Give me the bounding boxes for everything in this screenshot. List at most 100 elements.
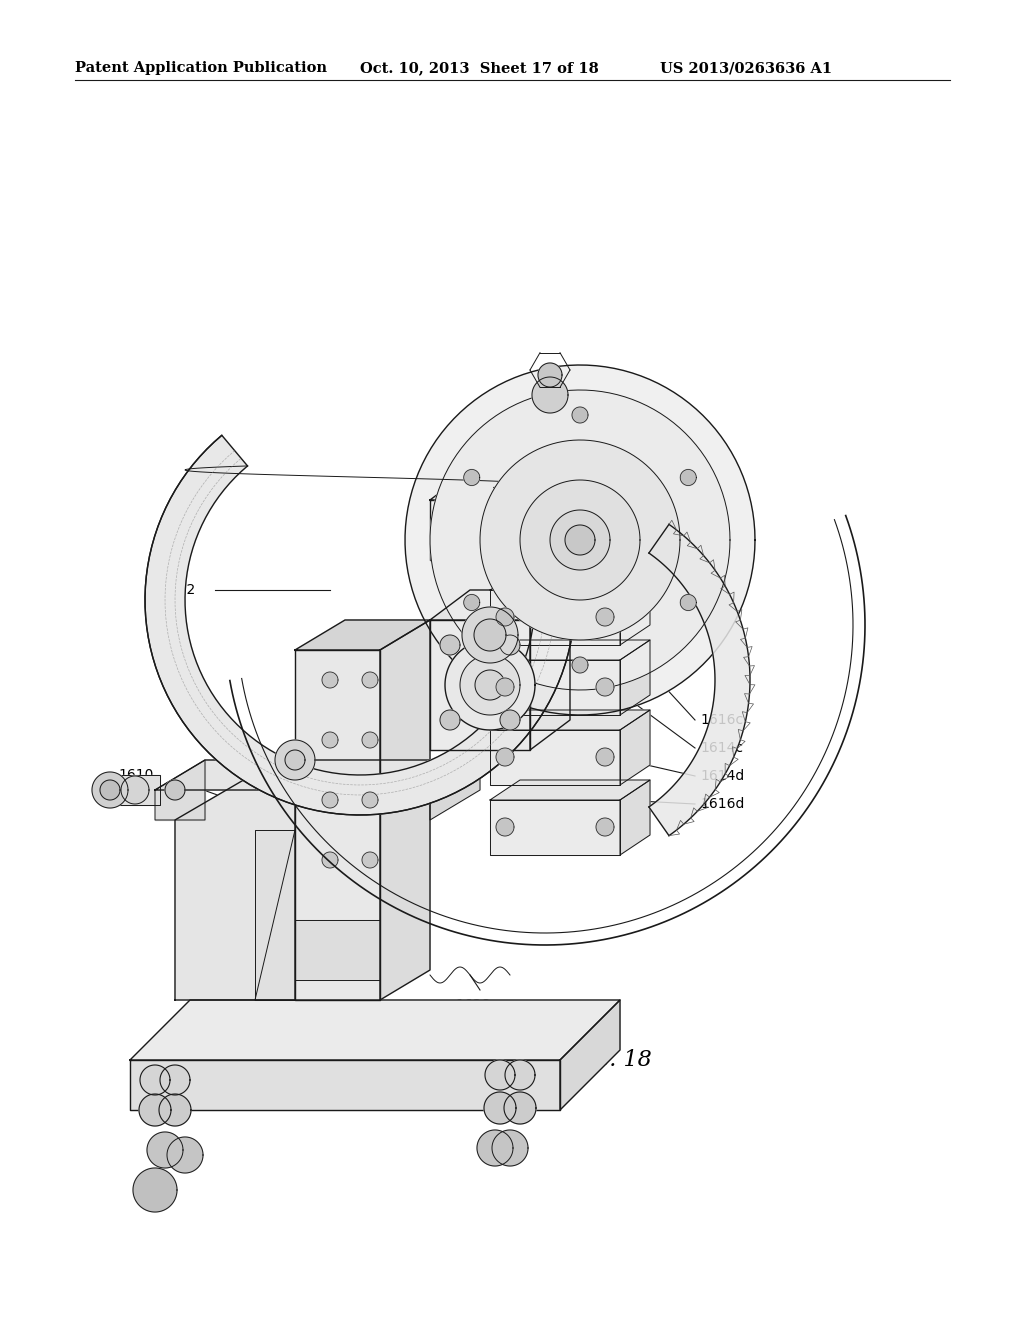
Text: 1616c: 1616c <box>700 713 743 727</box>
Polygon shape <box>362 672 378 688</box>
Polygon shape <box>133 1168 177 1212</box>
Polygon shape <box>380 620 430 1001</box>
Polygon shape <box>362 851 378 869</box>
Polygon shape <box>295 620 430 649</box>
Polygon shape <box>147 1133 183 1168</box>
Polygon shape <box>530 590 570 750</box>
Polygon shape <box>477 1130 513 1166</box>
Polygon shape <box>322 792 338 808</box>
Polygon shape <box>596 678 614 696</box>
Polygon shape <box>460 655 520 715</box>
Polygon shape <box>130 1060 560 1110</box>
Polygon shape <box>496 609 514 626</box>
Polygon shape <box>285 750 305 770</box>
Polygon shape <box>406 366 755 715</box>
Polygon shape <box>322 733 338 748</box>
Polygon shape <box>500 635 520 655</box>
Polygon shape <box>649 524 750 836</box>
Polygon shape <box>322 851 338 869</box>
Polygon shape <box>596 748 614 766</box>
Polygon shape <box>490 730 620 785</box>
Text: 1610: 1610 <box>118 768 154 781</box>
Text: 1616d: 1616d <box>700 797 744 810</box>
Polygon shape <box>464 594 480 610</box>
Polygon shape <box>445 640 535 730</box>
Polygon shape <box>175 750 295 1001</box>
Polygon shape <box>680 594 696 610</box>
Polygon shape <box>121 776 150 804</box>
Polygon shape <box>255 830 295 1001</box>
Polygon shape <box>620 640 650 715</box>
Polygon shape <box>504 1092 536 1125</box>
Polygon shape <box>295 649 380 1001</box>
Polygon shape <box>484 1092 516 1125</box>
Polygon shape <box>480 440 680 640</box>
Polygon shape <box>485 1060 515 1090</box>
Text: 1628: 1628 <box>455 998 490 1012</box>
Polygon shape <box>295 920 380 979</box>
Polygon shape <box>464 470 480 486</box>
Polygon shape <box>165 780 185 800</box>
Polygon shape <box>538 363 562 387</box>
Polygon shape <box>155 760 480 789</box>
Polygon shape <box>362 733 378 748</box>
Polygon shape <box>430 760 480 820</box>
Polygon shape <box>496 678 514 696</box>
Polygon shape <box>139 1094 171 1126</box>
Polygon shape <box>92 772 128 808</box>
Polygon shape <box>525 400 575 420</box>
Polygon shape <box>496 818 514 836</box>
Polygon shape <box>610 470 650 560</box>
Polygon shape <box>140 1065 170 1096</box>
Polygon shape <box>532 378 568 413</box>
Polygon shape <box>572 407 588 422</box>
Polygon shape <box>474 619 506 651</box>
Polygon shape <box>560 1001 620 1110</box>
Polygon shape <box>159 1094 191 1126</box>
Polygon shape <box>565 525 595 554</box>
Polygon shape <box>620 710 650 785</box>
Polygon shape <box>572 657 588 673</box>
Polygon shape <box>155 760 205 820</box>
Text: 1614d: 1614d <box>700 770 744 783</box>
Polygon shape <box>490 780 650 800</box>
Polygon shape <box>145 436 574 814</box>
Polygon shape <box>490 710 650 730</box>
Polygon shape <box>520 480 640 601</box>
Polygon shape <box>490 590 620 645</box>
Polygon shape <box>462 607 518 663</box>
Polygon shape <box>275 741 315 780</box>
Polygon shape <box>490 570 650 590</box>
Polygon shape <box>362 792 378 808</box>
Polygon shape <box>492 1130 528 1166</box>
Text: 1602: 1602 <box>160 583 196 597</box>
Polygon shape <box>620 570 650 645</box>
Polygon shape <box>167 1137 203 1173</box>
Polygon shape <box>100 780 120 800</box>
Text: Oct. 10, 2013  Sheet 17 of 18: Oct. 10, 2013 Sheet 17 of 18 <box>360 61 599 75</box>
Polygon shape <box>475 671 505 700</box>
Polygon shape <box>680 470 696 486</box>
Polygon shape <box>505 1060 535 1090</box>
Polygon shape <box>596 609 614 626</box>
Text: US 2013/0263636 A1: US 2013/0263636 A1 <box>660 61 833 75</box>
Polygon shape <box>430 389 730 690</box>
Text: Patent Application Publication: Patent Application Publication <box>75 61 327 75</box>
Polygon shape <box>145 436 574 814</box>
Polygon shape <box>440 635 460 655</box>
Polygon shape <box>490 800 620 855</box>
Polygon shape <box>620 780 650 855</box>
Polygon shape <box>430 500 610 560</box>
Polygon shape <box>496 748 514 766</box>
Polygon shape <box>430 590 570 620</box>
Polygon shape <box>510 420 590 440</box>
Polygon shape <box>115 775 160 805</box>
Polygon shape <box>440 710 460 730</box>
Text: 1614c: 1614c <box>700 741 743 755</box>
Polygon shape <box>160 1065 190 1096</box>
Polygon shape <box>130 1001 620 1060</box>
Polygon shape <box>430 620 530 750</box>
Polygon shape <box>490 640 650 660</box>
Polygon shape <box>596 818 614 836</box>
Polygon shape <box>322 672 338 688</box>
